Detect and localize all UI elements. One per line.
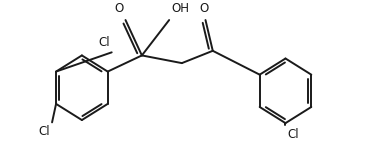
Text: Cl: Cl [287, 128, 299, 141]
Text: O: O [114, 2, 124, 15]
Text: O: O [199, 2, 208, 15]
Text: OH: OH [171, 2, 189, 15]
Text: Cl: Cl [39, 125, 50, 138]
Text: Cl: Cl [98, 36, 110, 49]
